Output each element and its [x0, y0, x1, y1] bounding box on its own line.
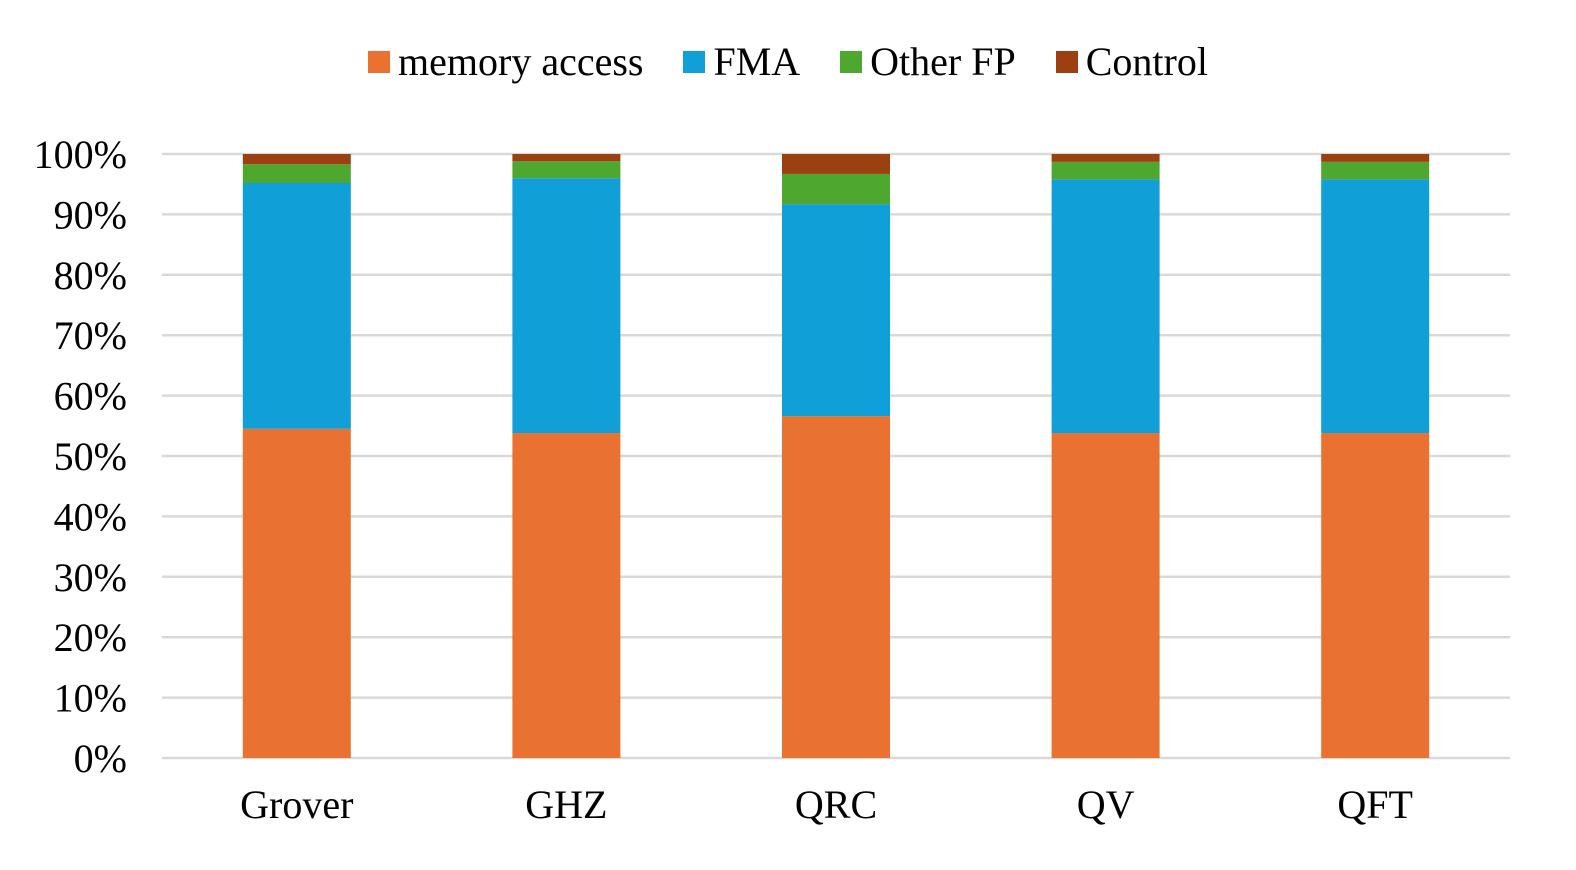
y-tick-label: 40% [54, 494, 127, 539]
y-tick-label: 10% [54, 676, 127, 721]
bar-segment [1051, 161, 1160, 180]
y-tick-label: 50% [54, 434, 127, 479]
x-tick-label: Grover [240, 782, 353, 827]
bar-segment [512, 178, 621, 434]
y-tick-label: 0% [74, 736, 127, 781]
bar-segment [1321, 161, 1430, 180]
bar-segment [782, 154, 890, 174]
bar-segment [242, 428, 351, 758]
legend-item-memory-access: memory access [368, 38, 643, 85]
bar-segment [242, 182, 351, 429]
bar-segment [782, 204, 890, 417]
bar-segment [512, 161, 621, 179]
bar-segment [1051, 154, 1160, 162]
y-tick-label: 20% [54, 615, 127, 660]
x-tick-label: QFT [1337, 782, 1413, 827]
x-tick-label: QRC [795, 782, 877, 827]
legend-swatch-fma [683, 50, 706, 73]
y-tick-label: 90% [54, 192, 127, 237]
legend-item-fma: FMA [683, 38, 800, 85]
y-tick-label: 30% [54, 555, 127, 600]
legend-item-other-fp: Other FP [840, 38, 1016, 85]
legend-label-other-fp: Other FP [870, 39, 1016, 84]
y-tick-label: 70% [54, 313, 127, 358]
bar-segment [242, 154, 351, 165]
y-tick-label: 80% [54, 253, 127, 298]
legend-item-control: Control [1055, 38, 1208, 85]
legend-label-fma: FMA [713, 39, 801, 84]
bar-segment [1321, 154, 1430, 162]
bar-segment [1321, 433, 1430, 758]
bar-segment [512, 154, 621, 162]
x-tick-label: GHZ [525, 782, 607, 827]
legend: memory access FMA Other FP Control [0, 38, 1576, 85]
bar-segment [782, 416, 890, 758]
bar-segment [512, 433, 621, 758]
legend-label-memory-access: memory access [398, 39, 644, 84]
bar-segment [1051, 433, 1160, 758]
bar-segment [1051, 179, 1160, 434]
legend-label-control: Control [1085, 39, 1208, 84]
legend-swatch-control [1055, 50, 1078, 73]
y-tick-label: 100% [34, 132, 127, 177]
x-tick-label: QV [1077, 782, 1135, 827]
bar-segment [242, 164, 351, 183]
legend-swatch-other-fp [840, 50, 863, 73]
bar-segment [782, 173, 890, 205]
y-tick-label: 60% [54, 374, 127, 419]
bar-segment [1321, 179, 1430, 434]
legend-swatch-memory-access [368, 50, 391, 73]
